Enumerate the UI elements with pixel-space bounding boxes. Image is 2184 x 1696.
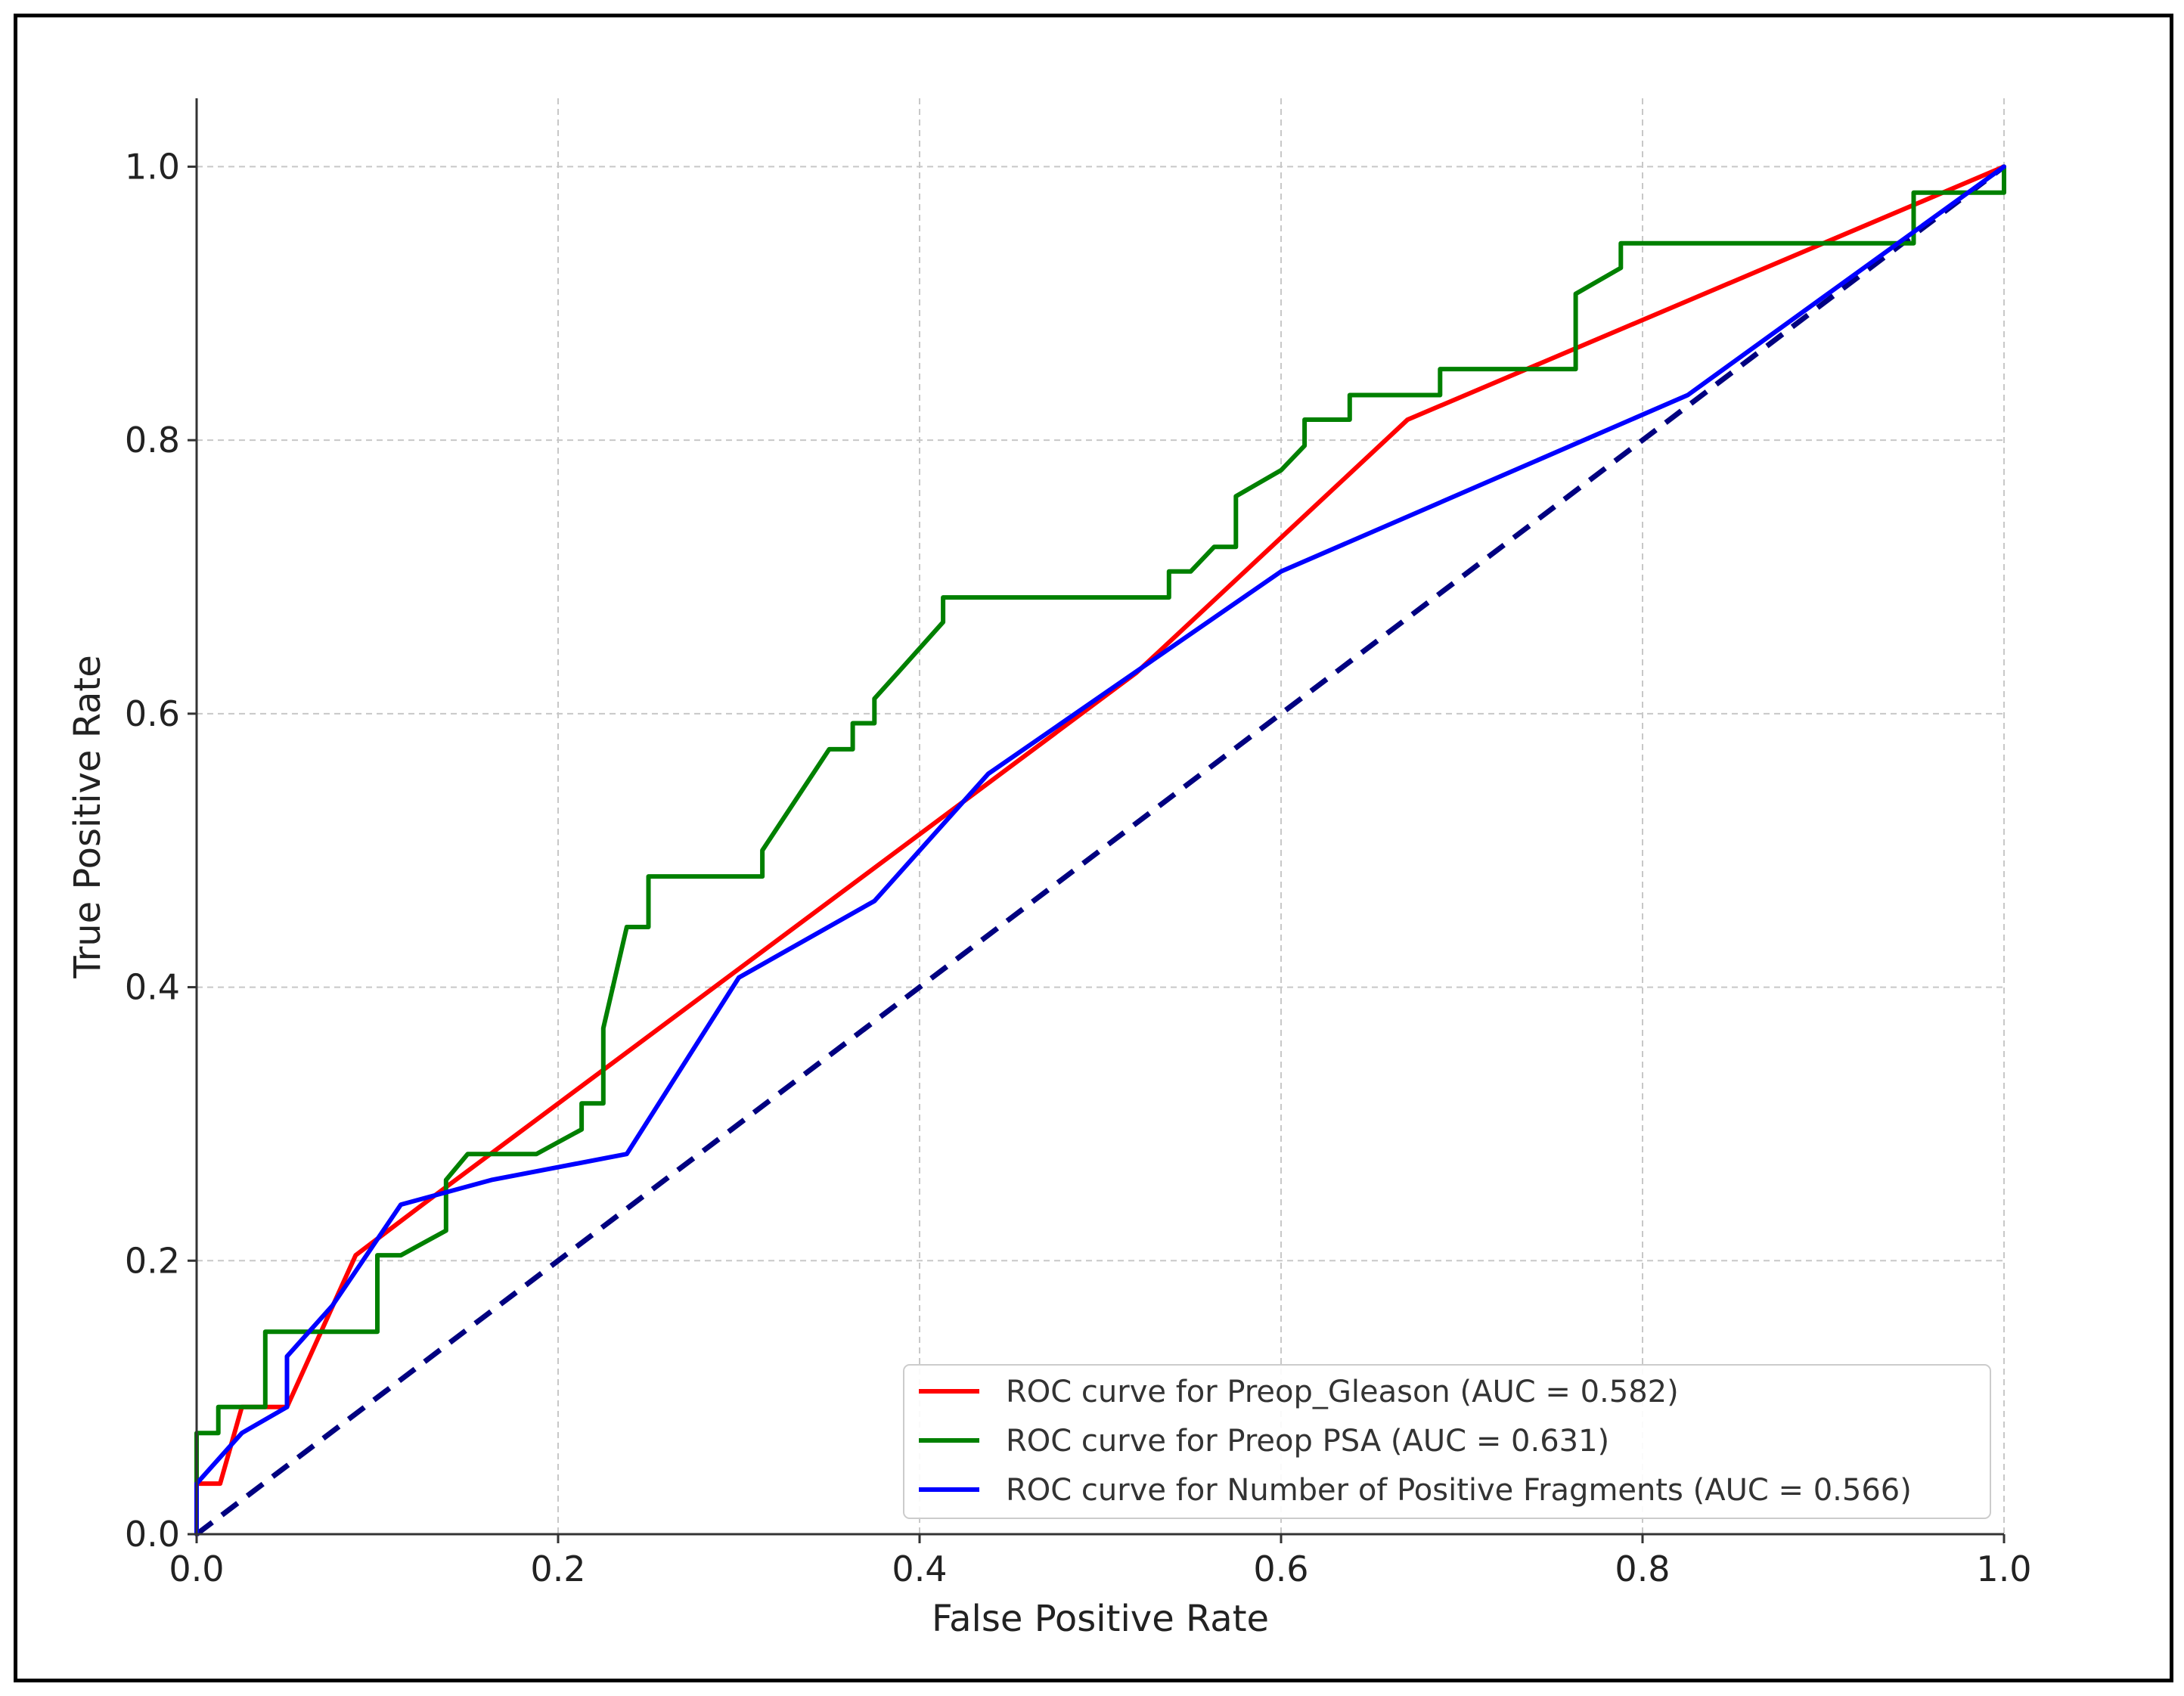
x-tick-label: 0.8 bbox=[1615, 1549, 1670, 1589]
ticks: 0.0 0.2 0.4 0.6 0.8 1.0 0.0 0.2 0.4 0.6 0.8 1.0 bbox=[125, 146, 2032, 1589]
legend-entry: ROC curve for Preop_Gleason (AUC = 0.582… bbox=[1006, 1375, 1679, 1409]
y-tick-label: 0.6 bbox=[125, 693, 180, 734]
x-tick-label: 0.6 bbox=[1253, 1549, 1308, 1589]
y-tick-label: 1.0 bbox=[125, 146, 180, 187]
x-axis-title: False Positive Rate bbox=[932, 1598, 1269, 1640]
x-tick-label: 1.0 bbox=[1976, 1549, 2031, 1589]
legend-entry: ROC curve for Preop PSA (AUC = 0.631) bbox=[1006, 1424, 1609, 1459]
roc-series-line-1 bbox=[194, 164, 2006, 1536]
grid-lines bbox=[197, 98, 2005, 1534]
y-axis-title: True Positive Rate bbox=[67, 655, 109, 979]
y-tick-label: 0.8 bbox=[125, 420, 180, 460]
legend: ROC curve for Preop_Gleason (AUC = 0.582… bbox=[903, 1364, 1991, 1519]
diagonal-reference-line bbox=[194, 164, 2006, 1536]
x-tick-label: 0.2 bbox=[530, 1549, 585, 1589]
y-tick-label: 0.4 bbox=[125, 967, 180, 1008]
x-tick-label: 0.4 bbox=[892, 1549, 947, 1589]
axes bbox=[195, 98, 2004, 1536]
roc-series-line-3 bbox=[194, 164, 2006, 1536]
series-group bbox=[194, 164, 2006, 1536]
y-tick-label: 0.2 bbox=[125, 1240, 180, 1281]
legend-box bbox=[903, 1364, 1991, 1519]
x-tick-label: 0.0 bbox=[169, 1549, 224, 1589]
roc-series-line-2 bbox=[194, 164, 2006, 1536]
legend-entry: ROC curve for Number of Positive Fragmen… bbox=[1006, 1473, 1912, 1508]
y-tick-label: 0.0 bbox=[125, 1514, 180, 1555]
